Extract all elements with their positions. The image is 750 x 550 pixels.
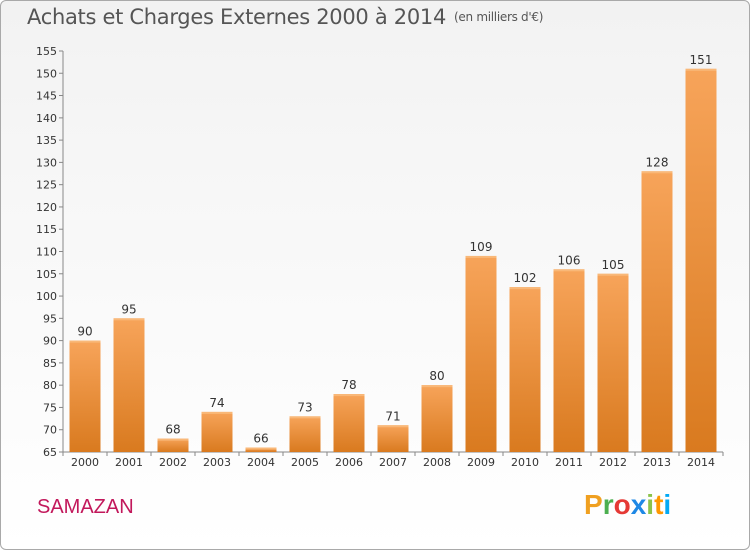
- y-tick-label: 130: [36, 156, 57, 169]
- proxiti-logo: Proxiti: [584, 489, 671, 521]
- bar-top-2010: [509, 287, 541, 290]
- x-tick-label-2002: 2002: [159, 456, 187, 469]
- bar-2008: [421, 385, 453, 452]
- x-tick-label-2000: 2000: [71, 456, 99, 469]
- y-tick-label: 85: [43, 357, 57, 370]
- x-tick-label-2013: 2013: [643, 456, 671, 469]
- logo-letter: P: [584, 489, 603, 520]
- y-tick-label: 155: [36, 45, 57, 58]
- logo-letter: t: [654, 489, 664, 520]
- value-label-2001: 95: [121, 302, 136, 316]
- bar-top-2011: [553, 269, 585, 272]
- value-label-2013: 128: [646, 155, 669, 169]
- y-tick-label: 115: [36, 223, 57, 236]
- logo-letter: o: [613, 489, 631, 520]
- x-tick-label-2004: 2004: [247, 456, 275, 469]
- chart-subtitle: (en milliers d'€): [454, 10, 544, 24]
- value-label-2000: 90: [77, 325, 92, 339]
- bar-2004: [245, 447, 277, 452]
- value-label-2004: 66: [253, 432, 268, 446]
- bar-2013: [641, 171, 673, 453]
- chart-bars: [69, 68, 717, 453]
- bar-2002: [157, 438, 189, 452]
- y-tick-label: 110: [36, 246, 57, 259]
- chart-title: Achats et Charges Externes 2000 à 2014 (e…: [27, 5, 543, 29]
- x-tick-label-2010: 2010: [511, 456, 539, 469]
- value-label-2010: 102: [514, 271, 537, 285]
- value-label-2002: 68: [165, 423, 180, 437]
- bar-2006: [333, 394, 365, 452]
- y-tick-label: 125: [36, 179, 57, 192]
- commune-name: SAMAZAN: [37, 496, 134, 518]
- bar-top-2005: [289, 416, 321, 419]
- value-label-2005: 73: [297, 400, 312, 414]
- bar-top-2004: [245, 447, 277, 450]
- y-tick-label: 75: [43, 401, 57, 414]
- logo-letter: i: [663, 489, 672, 520]
- value-label-2011: 106: [558, 253, 581, 267]
- bar-2009: [465, 255, 497, 452]
- y-tick-label: 95: [43, 312, 57, 325]
- x-tick-label-2014: 2014: [687, 456, 715, 469]
- y-tick-label: 145: [36, 90, 57, 103]
- logo-letter: i: [646, 489, 655, 520]
- chart-title-text: Achats et Charges Externes 2000 à 2014: [27, 5, 447, 29]
- chart-axes: 65 70 75 80 85 90 95 100 105 110 115 120 125 130 135 14…: [36, 45, 724, 459]
- x-tick-label-2012: 2012: [599, 456, 627, 469]
- y-tick-label: 135: [36, 134, 57, 147]
- value-label-2008: 80: [429, 369, 444, 383]
- y-tick-label: 150: [36, 67, 57, 80]
- y-tick-label: 140: [36, 112, 57, 125]
- bar-2003: [201, 411, 233, 452]
- bar-2005: [289, 416, 321, 452]
- value-label-2007: 71: [385, 409, 400, 423]
- x-tick-label-2009: 2009: [467, 456, 495, 469]
- bar-top-2001: [113, 318, 145, 321]
- bar-2014: [685, 68, 717, 453]
- y-tick-label: 100: [36, 290, 57, 303]
- value-label-2009: 109: [470, 240, 493, 254]
- value-label-2012: 105: [602, 258, 625, 272]
- bar-top-2012: [597, 273, 629, 276]
- logo-letter: x: [630, 489, 647, 520]
- bar-top-2008: [421, 385, 453, 388]
- y-tick-label: 120: [36, 201, 57, 214]
- value-label-2006: 78: [341, 378, 356, 392]
- bar-top-2007: [377, 425, 409, 428]
- bar-top-2003: [201, 411, 233, 414]
- x-tick-label-2003: 2003: [203, 456, 231, 469]
- bar-top-2002: [157, 438, 189, 441]
- bar-2000: [69, 340, 101, 452]
- x-tick-label-2007: 2007: [379, 456, 407, 469]
- logo-letter: r: [602, 489, 614, 520]
- bar-top-2009: [465, 255, 497, 258]
- x-tick-label-2006: 2006: [335, 456, 363, 469]
- bar-2011: [553, 269, 585, 452]
- x-tick-label-2005: 2005: [291, 456, 319, 469]
- value-label-2003: 74: [209, 396, 224, 410]
- bar-top-2014: [685, 68, 717, 71]
- x-tick-label-2011: 2011: [555, 456, 583, 469]
- x-tick-label-2008: 2008: [423, 456, 451, 469]
- y-tick-label: 70: [43, 424, 57, 437]
- chart-labels: 2000 90 2001 95 2002 68 2003 74 2004 66 2005 73 2006…: [71, 53, 715, 469]
- y-tick-label: 90: [43, 335, 57, 348]
- bar-top-2006: [333, 394, 365, 397]
- bar-2001: [113, 318, 145, 452]
- x-tick-label-2001: 2001: [115, 456, 143, 469]
- bar-2007: [377, 425, 409, 452]
- bar-2010: [509, 287, 541, 452]
- value-label-2014: 151: [690, 53, 713, 67]
- y-tick-label: 65: [43, 446, 57, 459]
- y-tick-label: 80: [43, 379, 57, 392]
- y-tick-label: 105: [36, 268, 57, 281]
- bar-top-2000: [69, 340, 101, 343]
- bar-top-2013: [641, 171, 673, 174]
- bar-2012: [597, 273, 629, 452]
